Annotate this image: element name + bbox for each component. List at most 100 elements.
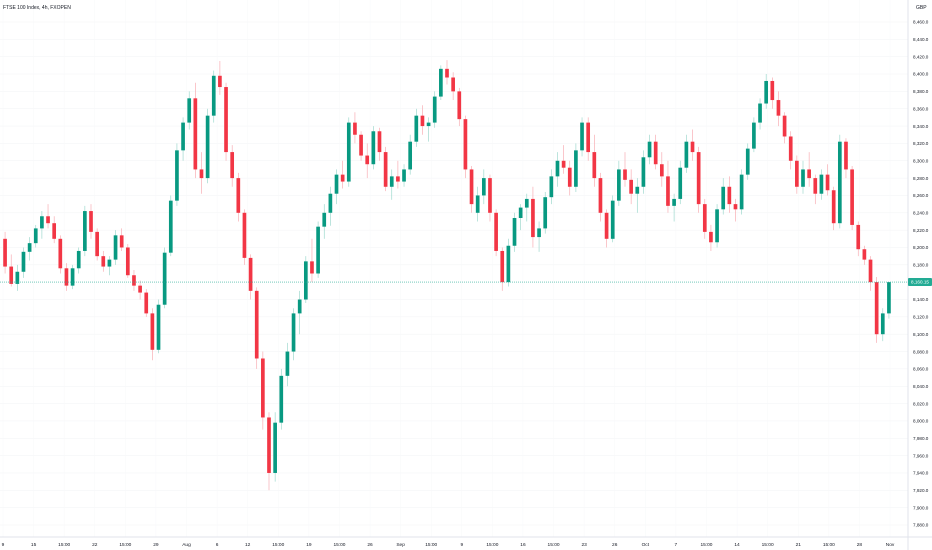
candle[interactable]: [402, 164, 406, 187]
candle[interactable]: [451, 72, 455, 101]
candle[interactable]: [807, 152, 811, 187]
candle[interactable]: [359, 131, 363, 161]
candle[interactable]: [555, 152, 560, 187]
candle[interactable]: [494, 209, 498, 257]
candle[interactable]: [162, 247, 167, 309]
candle[interactable]: [40, 211, 44, 239]
candle[interactable]: [598, 172, 603, 222]
candle[interactable]: [752, 117, 756, 153]
candle[interactable]: [586, 117, 591, 161]
candle[interactable]: [328, 186, 333, 226]
candle[interactable]: [21, 247, 26, 278]
candle[interactable]: [672, 193, 676, 222]
candle[interactable]: [33, 224, 38, 248]
candle[interactable]: [770, 77, 775, 109]
candle[interactable]: [831, 186, 836, 231]
candle[interactable]: [457, 87, 462, 127]
candle[interactable]: [739, 169, 744, 215]
candle[interactable]: [887, 282, 891, 319]
candle[interactable]: [604, 209, 609, 248]
candle[interactable]: [125, 244, 130, 278]
candle[interactable]: [856, 221, 861, 257]
candle[interactable]: [463, 115, 468, 179]
candle[interactable]: [27, 237, 32, 261]
candle[interactable]: [500, 247, 505, 291]
candle[interactable]: [193, 82, 198, 179]
candle[interactable]: [543, 191, 548, 234]
candle[interactable]: [715, 204, 719, 248]
candle[interactable]: [334, 169, 339, 205]
candle[interactable]: [267, 412, 271, 491]
candle[interactable]: [837, 134, 842, 229]
candle[interactable]: [340, 160, 345, 189]
candle[interactable]: [690, 129, 695, 161]
candle[interactable]: [696, 146, 701, 213]
candle[interactable]: [531, 186, 535, 248]
candle[interactable]: [383, 146, 388, 192]
candle[interactable]: [420, 105, 425, 135]
candle[interactable]: [678, 160, 683, 205]
candle[interactable]: [659, 152, 664, 187]
candle[interactable]: [15, 264, 20, 291]
candle[interactable]: [3, 231, 7, 274]
candle[interactable]: [242, 209, 247, 265]
candle[interactable]: [353, 112, 357, 144]
candle[interactable]: [261, 351, 265, 430]
candle[interactable]: [322, 204, 327, 239]
candle[interactable]: [310, 238, 314, 283]
candle[interactable]: [653, 134, 658, 170]
price-axis[interactable]: 8,460.0 8,440.0 8,420.0 8,400.0 8,380.0 8,360…: [913, 20, 929, 528]
candle[interactable]: [76, 247, 81, 274]
candle[interactable]: [432, 91, 437, 128]
candle[interactable]: [230, 145, 235, 187]
candle[interactable]: [592, 134, 597, 187]
candle[interactable]: [862, 245, 867, 265]
candle[interactable]: [801, 160, 805, 194]
candle[interactable]: [205, 108, 210, 184]
time-axis[interactable]: 9 15 15:00 22 15:00 29 Aug 6 12 15:00 19 15:00 26 Sep…: [2, 542, 895, 548]
candle[interactable]: [813, 174, 818, 205]
candle[interactable]: [316, 221, 320, 278]
candle[interactable]: [537, 221, 541, 252]
candle[interactable]: [119, 228, 124, 251]
candle[interactable]: [445, 60, 449, 85]
candle[interactable]: [475, 186, 480, 222]
candle[interactable]: [512, 212, 517, 252]
candle[interactable]: [279, 368, 284, 430]
candle[interactable]: [101, 250, 106, 272]
candle[interactable]: [156, 299, 161, 354]
candle[interactable]: [561, 145, 566, 174]
candle[interactable]: [89, 204, 93, 239]
candle[interactable]: [764, 74, 769, 109]
candle[interactable]: [211, 70, 216, 123]
candle[interactable]: [518, 204, 523, 231]
candle[interactable]: [408, 134, 413, 175]
candle[interactable]: [506, 238, 511, 287]
candle[interactable]: [218, 61, 222, 95]
candle[interactable]: [58, 235, 63, 274]
candle[interactable]: [199, 152, 204, 194]
candle[interactable]: [291, 308, 296, 361]
candle[interactable]: [868, 256, 873, 291]
candle[interactable]: [9, 254, 14, 287]
candle[interactable]: [224, 82, 228, 161]
candle[interactable]: [788, 131, 793, 170]
candle[interactable]: [880, 308, 885, 342]
candle[interactable]: [236, 172, 241, 222]
candle[interactable]: [64, 263, 69, 291]
candle[interactable]: [371, 126, 376, 170]
candle[interactable]: [285, 342, 290, 387]
candles-group[interactable]: [3, 60, 891, 491]
candle[interactable]: [617, 160, 621, 206]
candle[interactable]: [107, 256, 112, 276]
candle[interactable]: [52, 216, 57, 244]
candle[interactable]: [95, 228, 99, 261]
candle[interactable]: [46, 204, 50, 229]
candle[interactable]: [365, 143, 370, 179]
candle[interactable]: [819, 169, 824, 200]
candle[interactable]: [389, 169, 394, 200]
candle[interactable]: [396, 160, 400, 189]
candle[interactable]: [684, 134, 689, 173]
candle[interactable]: [132, 270, 136, 291]
